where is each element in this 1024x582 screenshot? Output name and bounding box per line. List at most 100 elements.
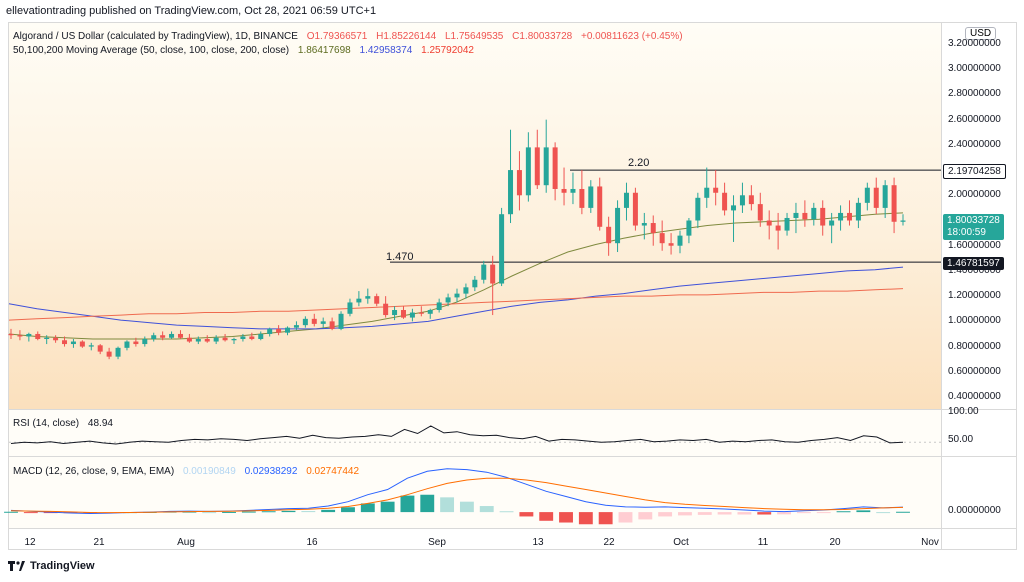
macd-histogram-bar — [479, 506, 494, 513]
candle-body — [62, 340, 68, 345]
indicator-panes[interactable] — [9, 410, 941, 528]
ma-legend[interactable]: 50,100,200 Moving Average (50, close, 10… — [13, 45, 474, 56]
last-price-tag: 1.80033728 18:00:59 — [943, 214, 1004, 240]
macd-separator[interactable] — [9, 456, 1016, 457]
rsi-legend[interactable]: RSI (14, close) 48.94 — [13, 418, 113, 429]
candle-body — [35, 333, 41, 340]
macd-line-value: 0.02938292 — [244, 466, 298, 477]
high-value: H1.85226144 — [376, 31, 437, 42]
candle-body — [508, 170, 514, 215]
macd-histogram-bar — [796, 512, 811, 514]
candle-body — [677, 235, 683, 246]
candle-body — [222, 337, 228, 341]
macd-histogram-bar — [380, 501, 395, 513]
macd-histogram-bar — [717, 512, 732, 515]
macd-tick-zero: 0.00000000 — [948, 505, 1001, 516]
candle-body — [570, 188, 576, 193]
candle-body — [713, 187, 719, 193]
candle-body — [463, 287, 469, 294]
time-tick: 13 — [532, 537, 544, 548]
rsi-separator[interactable] — [9, 409, 1016, 410]
tradingview-footer[interactable]: TradingView — [8, 560, 95, 572]
macd-histogram-bar — [321, 509, 336, 513]
candle-body — [668, 243, 674, 246]
price-tick: 1.40000000 — [948, 264, 1001, 276]
open-value: O1.79366571 — [306, 31, 368, 42]
support-price-tag: 1.46781597 — [943, 257, 1004, 270]
candle-body — [739, 195, 745, 206]
macd-histogram-bar — [618, 512, 633, 523]
candle-body — [793, 212, 799, 218]
macd-histogram-bar — [4, 511, 18, 513]
candle-body — [748, 195, 754, 205]
price-tick: 2.40000000 — [948, 138, 1001, 150]
price-tick: 2.00000000 — [948, 189, 1001, 201]
time-tick: 22 — [603, 537, 615, 548]
macd-histogram-bar — [519, 512, 534, 517]
candle-body — [302, 318, 308, 326]
macd-histogram-bar — [360, 503, 375, 513]
ma-label: 50,100,200 Moving Average (50, close, 10… — [13, 45, 290, 56]
macd-histogram-bar — [499, 511, 514, 513]
candle-body — [766, 220, 772, 226]
ma100-value: 1.42958374 — [359, 45, 413, 56]
macd-histogram-bar — [876, 512, 891, 514]
rsi-value: 48.94 — [87, 418, 113, 429]
candle-body — [891, 185, 897, 222]
macd-histogram-bar — [440, 497, 455, 513]
macd-histogram-bar — [658, 512, 673, 517]
currency-button[interactable]: USD — [965, 27, 997, 40]
candle-body — [338, 313, 344, 329]
price-tick: 3.00000000 — [948, 63, 1001, 75]
candle-body — [88, 345, 94, 347]
candle-body — [115, 347, 121, 357]
price-tick: 0.80000000 — [948, 340, 1001, 352]
macd-histogram-bar — [836, 511, 851, 513]
time-tick: 16 — [306, 537, 318, 548]
price-tick: 1.60000000 — [948, 239, 1001, 251]
candle-body — [195, 339, 201, 342]
candle-body — [44, 337, 50, 340]
symbol-legend[interactable]: Algorand / US Dollar (calculated by Trad… — [13, 31, 683, 42]
candle-body — [106, 351, 112, 357]
macd-histogram-bar — [777, 512, 792, 515]
price-tick: 2.60000000 — [948, 113, 1001, 125]
macd-legend[interactable]: MACD (12, 26, close, 9, EMA, EMA) 0.0019… — [13, 466, 359, 477]
candle-body — [855, 202, 861, 221]
candle-body — [606, 226, 612, 244]
candle-body — [383, 303, 389, 316]
price-tick: 0.60000000 — [948, 365, 1001, 377]
candle-body — [392, 310, 398, 316]
candle-body — [864, 187, 870, 203]
macd-histogram-bar — [459, 501, 474, 513]
candle-body — [17, 335, 23, 337]
candle-body — [427, 310, 433, 314]
macd-histogram-bar — [23, 512, 38, 514]
candle-body — [490, 264, 496, 284]
candle-body — [97, 345, 103, 352]
ma200-value: 1.25792042 — [421, 45, 474, 56]
symbol-name: Algorand / US Dollar (calculated by Trad… — [13, 31, 298, 42]
candle-body — [258, 333, 264, 340]
candle-body — [70, 341, 76, 345]
candle-body — [561, 188, 567, 193]
price-pane[interactable] — [9, 23, 941, 409]
candle-body — [623, 192, 629, 208]
candle-body — [543, 147, 549, 186]
candle-body — [650, 223, 656, 234]
candle-body — [882, 185, 888, 208]
candle-body — [722, 192, 728, 211]
macd-histogram-bar — [241, 511, 256, 513]
time-tick: Sep — [428, 537, 446, 548]
candle-body — [240, 336, 246, 340]
price-axis[interactable] — [941, 23, 1016, 550]
candle-body — [142, 339, 148, 345]
candle-body — [552, 147, 558, 189]
tradingview-logo-icon — [8, 561, 25, 571]
candle-body — [873, 187, 879, 208]
macd-hist-value: 0.00190849 — [182, 466, 236, 477]
candle-body — [329, 321, 335, 329]
time-tick: 21 — [93, 537, 105, 548]
